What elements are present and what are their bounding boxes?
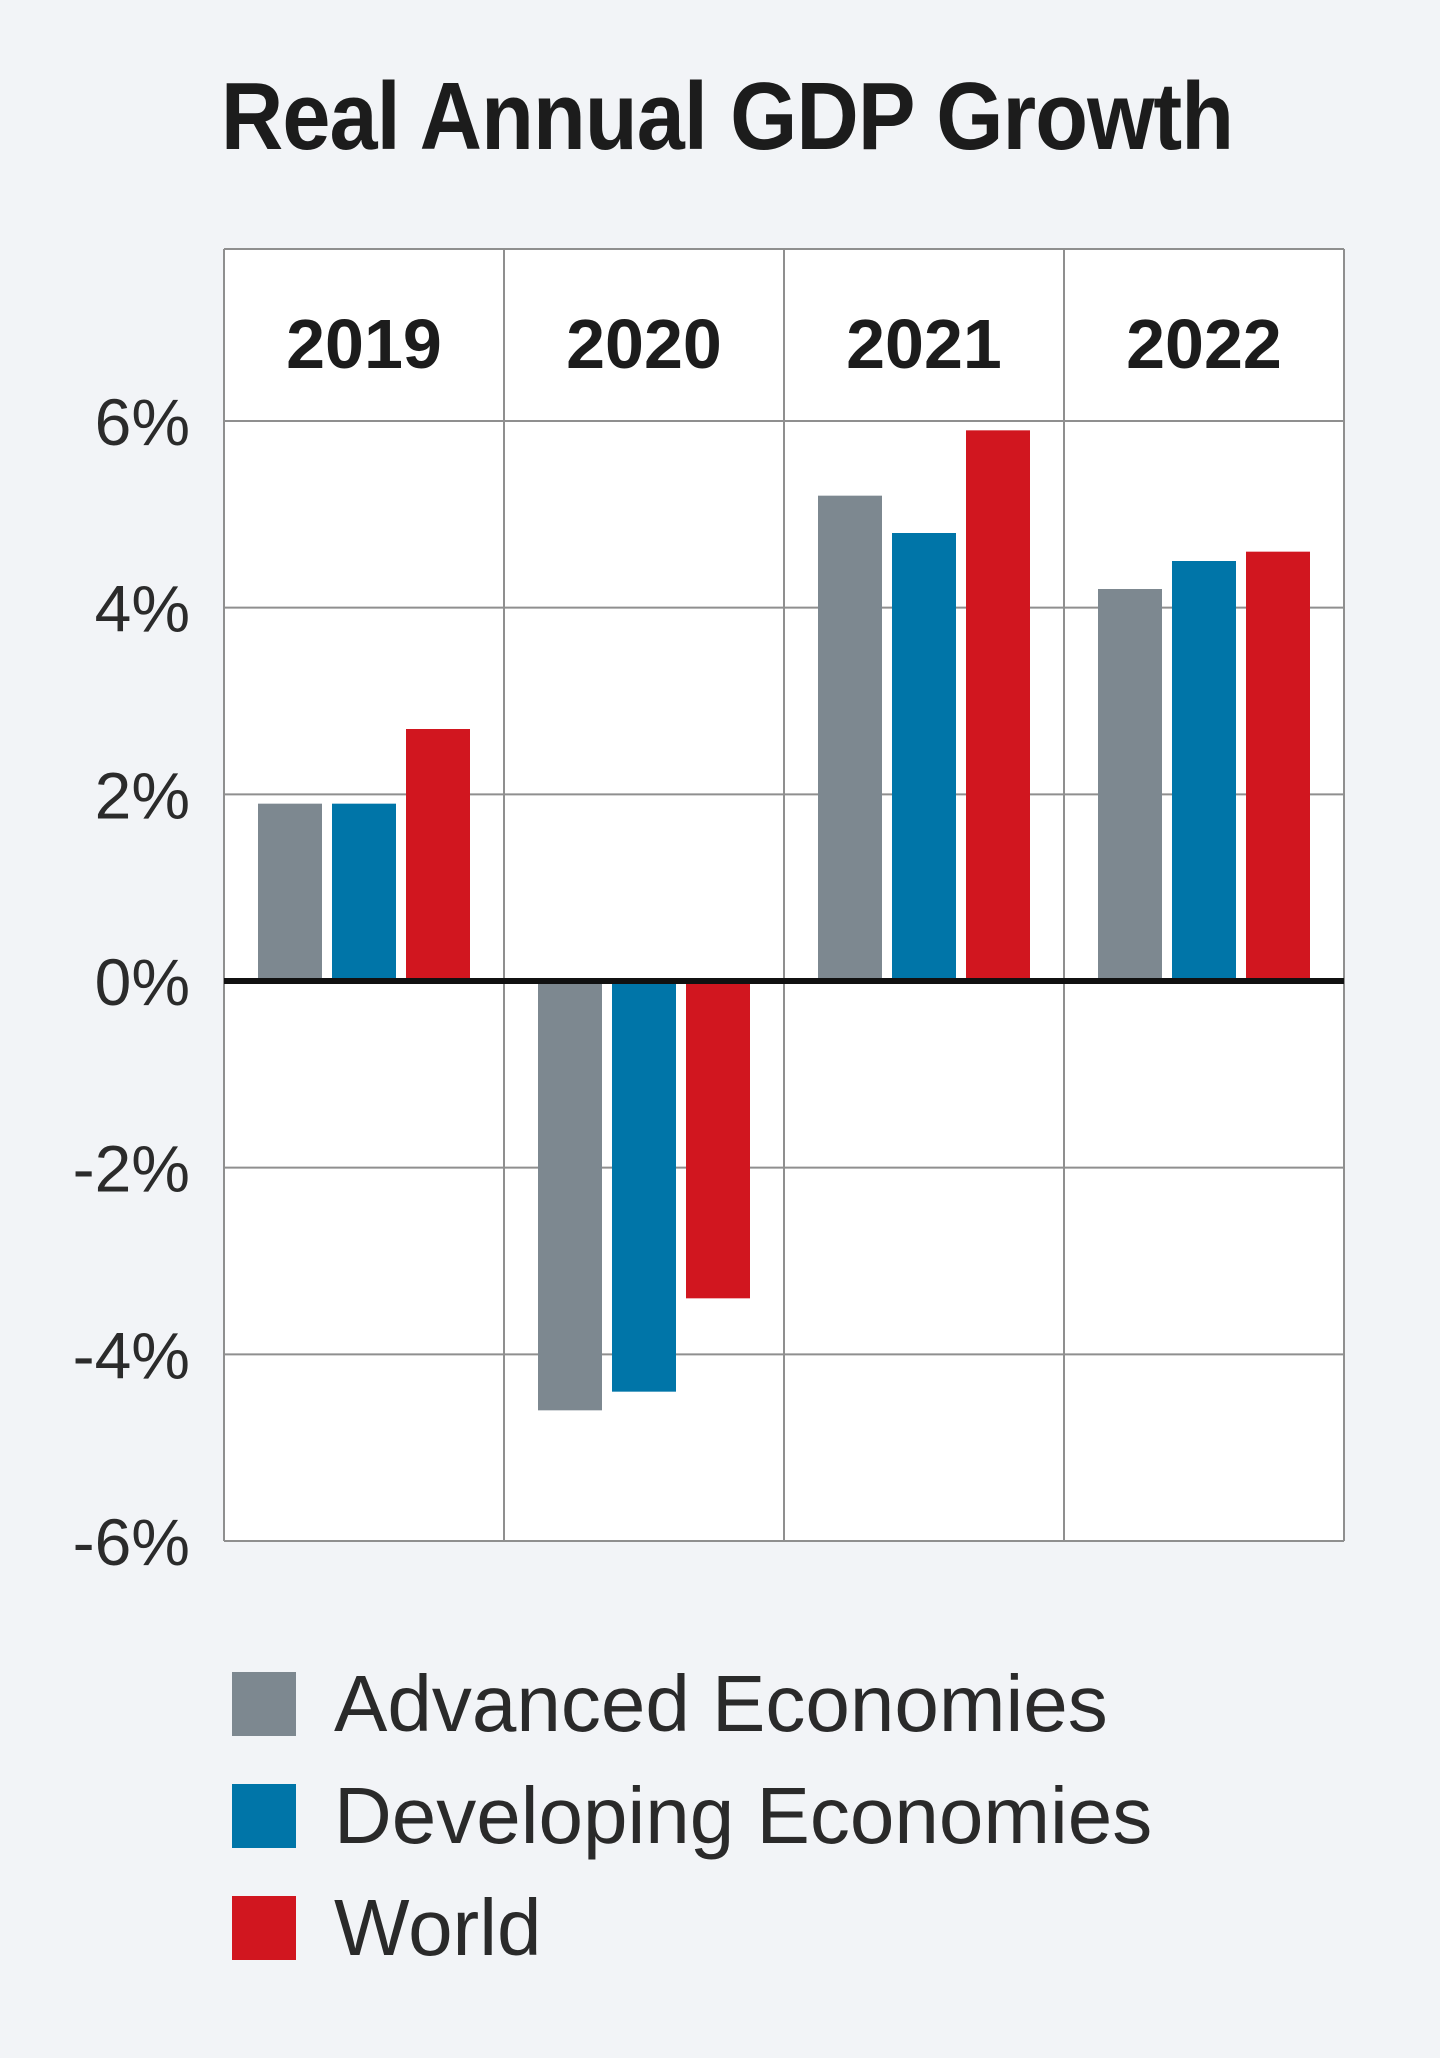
bar-2019-world	[406, 729, 470, 981]
legend-label: Advanced Economies	[334, 1659, 1108, 1748]
legend-swatch	[232, 1672, 296, 1736]
bar-2021-advanced-economies	[818, 495, 882, 981]
bar-2022-developing-economies	[1172, 561, 1236, 981]
bar-2022-world	[1246, 551, 1310, 981]
y-tick-label: -2%	[73, 1132, 190, 1206]
bar-2020-advanced-economies	[538, 981, 602, 1411]
bar-2019-developing-economies	[332, 803, 396, 981]
bar-2022-advanced-economies	[1098, 589, 1162, 981]
category-label-2022: 2022	[1126, 305, 1282, 383]
chart-title: Real Annual GDP Growth	[220, 63, 1234, 170]
bar-2020-world	[686, 981, 750, 1299]
legend-item: World	[232, 1872, 1152, 1984]
legend-item: Advanced Economies	[232, 1648, 1152, 1760]
y-tick-label: 2%	[95, 758, 190, 832]
y-tick-label: -4%	[73, 1318, 190, 1392]
bar-chart: 6% 4% 2% 0% -2% -4% -6% 2019 2020 2021 2022	[73, 248, 1345, 1579]
y-tick-label: 6%	[95, 385, 190, 459]
category-label-2021: 2021	[846, 305, 1002, 383]
legend-swatch	[232, 1896, 296, 1960]
bar-2021-world	[966, 430, 1030, 981]
bar-2021-developing-economies	[892, 533, 956, 981]
bar-2020-developing-economies	[612, 981, 676, 1392]
y-tick-label: 4%	[95, 572, 190, 646]
legend-item: Developing Economies	[232, 1760, 1152, 1872]
legend: Advanced Economies Developing Economies Wo…	[232, 1648, 1152, 1984]
legend-label: Developing Economies	[334, 1771, 1153, 1860]
y-tick-label: 0%	[95, 945, 190, 1019]
legend-label: World	[334, 1883, 542, 1972]
category-label-2019: 2019	[286, 305, 442, 383]
y-tick-label: -6%	[73, 1505, 190, 1579]
category-label-2020: 2020	[566, 305, 722, 383]
legend-swatch	[232, 1784, 296, 1848]
bar-2019-advanced-economies	[258, 803, 322, 981]
